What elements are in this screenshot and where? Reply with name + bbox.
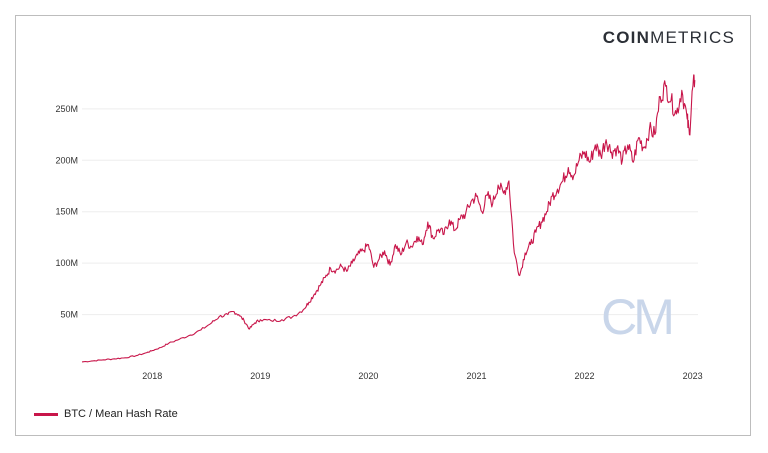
y-tick-label: 250M: [55, 104, 78, 114]
gridlines: [82, 108, 698, 316]
x-tick-label: 2021: [466, 371, 486, 381]
y-tick-label: 200M: [55, 155, 78, 165]
hash-rate-chart: 50M 100M 150M 200M 250M 2018 2019 2020 2021 2022…: [55, 74, 703, 381]
x-tick-label: 2020: [358, 371, 378, 381]
y-tick-label: 100M: [55, 258, 78, 268]
legend-swatch: [34, 412, 58, 416]
x-tick-label: 2022: [575, 371, 595, 381]
chart-frame: COINMETRICS 50M 100M 150M 200M 250M 2018 2019…: [15, 15, 751, 436]
x-tick-label: 2023: [683, 371, 703, 381]
coinmetrics-logo: COINMETRICS: [602, 28, 735, 47]
cm-watermark: CM: [601, 289, 671, 345]
y-tick-label: 150M: [55, 207, 78, 217]
legend-label: BTC / Mean Hash Rate: [64, 408, 178, 420]
series-line-hash-rate: [81, 74, 696, 363]
x-tick-label: 2018: [142, 371, 162, 381]
series-layer: [81, 74, 696, 363]
y-tick-label: 50M: [60, 310, 78, 320]
legend: BTC / Mean Hash Rate: [34, 408, 178, 420]
x-axis-ticks: 2018 2019 2020 2021 2022 2023: [142, 371, 702, 381]
x-tick-label: 2019: [250, 371, 270, 381]
y-axis-ticks: 50M 100M 150M 200M 250M: [55, 104, 78, 320]
